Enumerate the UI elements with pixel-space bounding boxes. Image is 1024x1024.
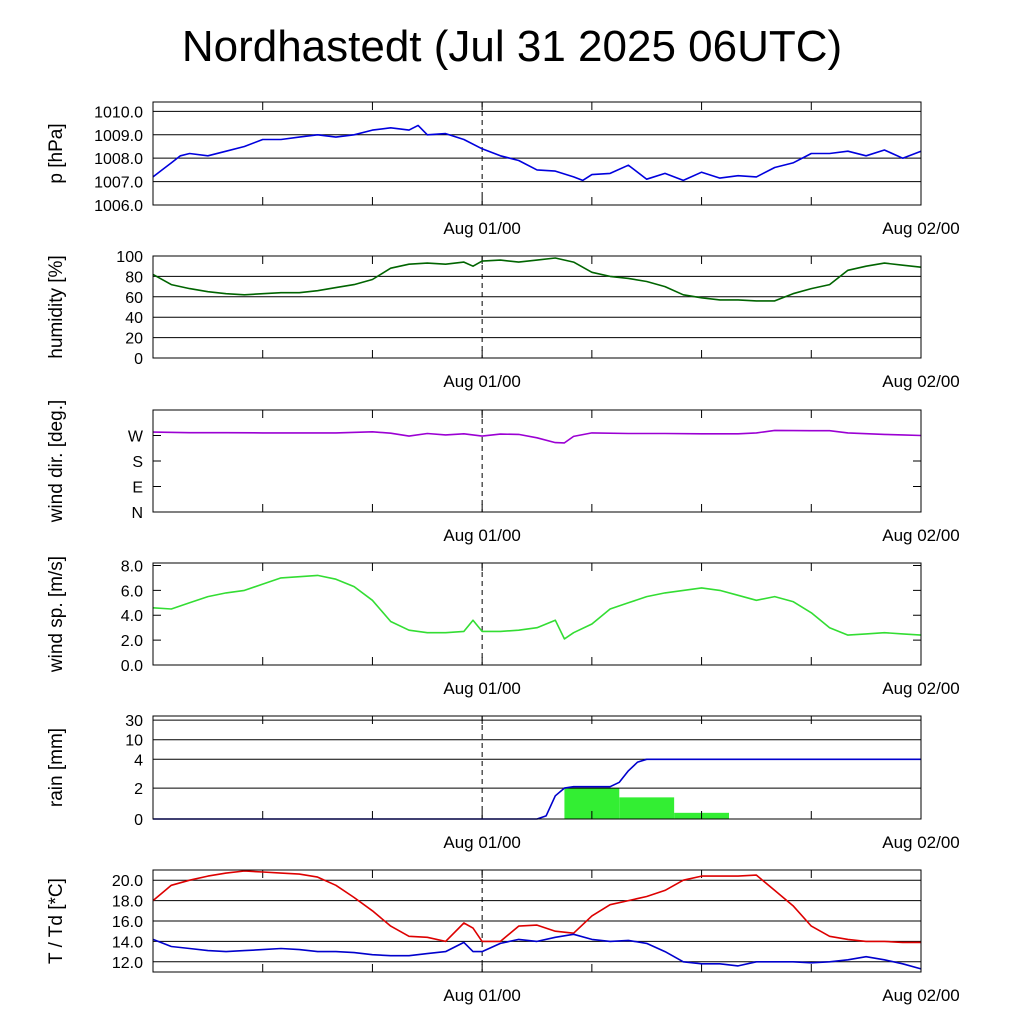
xtick-label: Aug 02/00: [882, 372, 960, 391]
ytick-label: N: [131, 505, 143, 522]
ytick-label: 1010.0: [94, 104, 143, 121]
panel-3: 0.0 2.0 4.0 6.0 8.0 Aug 01/00 Aug 02/00 wind sp…: [46, 556, 960, 698]
ytick-label: 40: [125, 310, 143, 327]
ytick-label: 2: [134, 781, 143, 798]
plot-frame: [152, 715, 922, 820]
xtick-label: Aug 01/00: [443, 986, 521, 1005]
ytick-label: S: [132, 454, 143, 471]
ytick-label: 12.0: [112, 955, 143, 972]
ytick-label: 2.0: [121, 633, 143, 650]
plot-frame: [152, 869, 922, 973]
series-line-0: [152, 124, 922, 182]
xtick-label: Aug 01/00: [443, 526, 521, 545]
series-line-0: [152, 429, 922, 444]
ytick-label: 6.0: [121, 583, 143, 600]
panel-5: 12.0 14.0 16.0 18.0 20.0 Aug 01/00 Aug 02/00 T …: [46, 869, 960, 1005]
ylabel: humidity [%]: [46, 255, 67, 358]
xtick-label: Aug 01/00: [443, 679, 521, 698]
panel-4: 0 2 4 10 30 Aug 01/00 Aug 02/00 rain [mm]: [46, 713, 960, 852]
xtick-label: Aug 02/00: [882, 679, 960, 698]
ytick-label: 1007.0: [94, 175, 143, 192]
series-line-1: [152, 933, 922, 970]
ylabel: p [hPa]: [46, 123, 67, 183]
ytick-label: 1006.0: [94, 198, 143, 215]
ytick-label: 1009.0: [94, 128, 143, 145]
ytick-label: 100: [116, 249, 143, 266]
ytick-label: 30: [125, 713, 143, 730]
ylabel: T / Td [*C]: [46, 878, 67, 964]
ytick-label: 10: [125, 733, 143, 750]
xtick-label: Aug 02/00: [882, 833, 960, 852]
ylabel: wind sp. [m/s]: [46, 556, 67, 673]
xtick-label: Aug 02/00: [882, 526, 960, 545]
ytick-label: 60: [125, 290, 143, 307]
chart-title: Nordhastedt (Jul 31 2025 06UTC): [181, 22, 843, 71]
xtick-label: Aug 01/00: [443, 833, 521, 852]
series-line-0: [153, 758, 921, 820]
ytick-label: 4: [134, 752, 143, 769]
ytick-label: E: [132, 480, 143, 497]
ytick-label: 0: [134, 351, 143, 368]
xtick-label: Aug 02/00: [882, 986, 960, 1005]
ytick-label: W: [128, 429, 144, 446]
ytick-label: 16.0: [112, 914, 143, 931]
ytick-label: 0.0: [121, 658, 143, 675]
ytick-label: 1008.0: [94, 151, 143, 168]
series-line-0: [152, 257, 922, 302]
plot-frame: [152, 101, 922, 206]
plot-frame: [152, 255, 922, 359]
ylabel: wind dir. [deg.]: [46, 400, 67, 524]
ytick-label: 20: [125, 331, 143, 348]
xtick-label: Aug 01/00: [443, 372, 521, 391]
xtick-label: Aug 01/00: [443, 219, 521, 238]
ytick-label: 14.0: [112, 934, 143, 951]
series-line-0: [152, 870, 921, 944]
plot-frame: [152, 409, 922, 513]
ylabel: rain [mm]: [46, 728, 67, 807]
panel-0: 1006.0 1007.0 1008.0 1009.0 1010.0 Aug 01/00 A…: [46, 101, 960, 238]
ytick-label: 4.0: [121, 608, 143, 625]
series-line-0: [152, 574, 922, 640]
rain-bar-1: [619, 797, 675, 819]
ytick-label: 0: [134, 812, 143, 829]
ytick-label: 20.0: [112, 873, 143, 890]
ytick-label: 18.0: [112, 894, 143, 911]
plot-frame: [152, 562, 922, 666]
ytick-label: 80: [125, 269, 143, 286]
panel-1: 0 20 40 60 80 100 Aug 01/00 Aug 02/00 humidity […: [46, 249, 960, 391]
xtick-label: Aug 02/00: [882, 219, 960, 238]
ytick-label: 8.0: [121, 558, 143, 575]
